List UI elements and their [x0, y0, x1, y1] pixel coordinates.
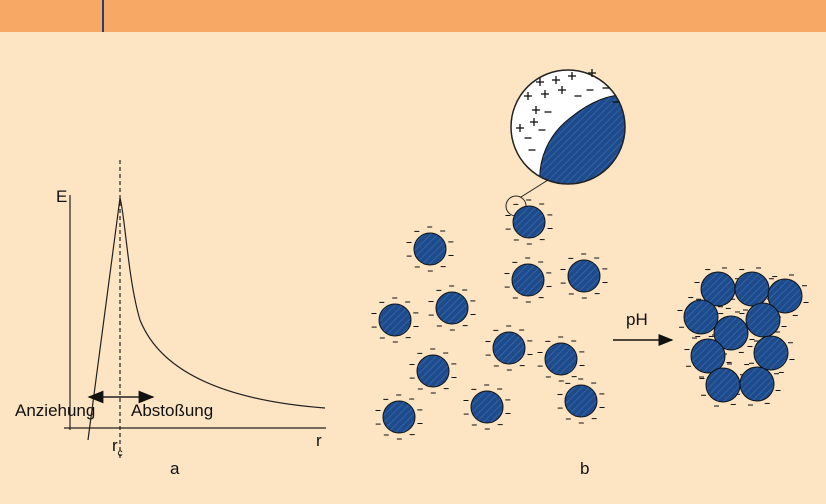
particle	[735, 272, 769, 306]
particle	[513, 206, 545, 238]
particle	[754, 336, 788, 370]
particle	[684, 300, 718, 334]
particle	[545, 343, 577, 375]
attraction-label: Anziehung	[15, 401, 95, 420]
particle	[746, 303, 780, 337]
particle	[414, 233, 446, 265]
header-bar	[0, 0, 826, 32]
particle	[383, 401, 415, 433]
particle	[512, 264, 544, 296]
caption-a: a	[170, 459, 180, 478]
caption-b: b	[580, 459, 589, 478]
particle	[436, 292, 468, 324]
page: E r rc Anziehung Abstoßung a pH b (() =>…	[0, 0, 826, 504]
figure: E r rc Anziehung Abstoßung a pH b	[0, 0, 826, 504]
particle	[417, 355, 449, 387]
particle	[379, 304, 411, 336]
particle	[565, 385, 597, 417]
y-axis-label: E	[56, 187, 67, 206]
arrow-label: pH	[626, 310, 648, 329]
particle	[471, 391, 503, 423]
rc-subscript: c	[118, 448, 123, 459]
x-axis-label: r	[316, 431, 322, 450]
particle	[493, 332, 525, 364]
particle	[740, 367, 774, 401]
particle	[568, 260, 600, 292]
repulsion-label: Abstoßung	[131, 401, 213, 420]
particle	[706, 368, 740, 402]
